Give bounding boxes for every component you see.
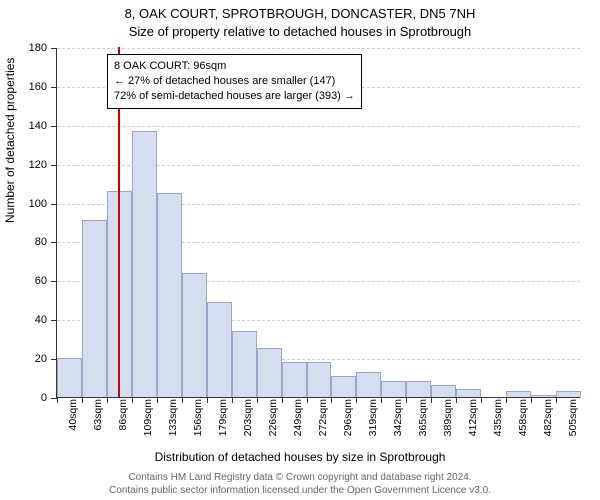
x-tick-label: 435sqm xyxy=(492,399,504,436)
x-tick-label: 342sqm xyxy=(392,399,404,436)
y-tick xyxy=(51,204,57,205)
x-tick xyxy=(406,397,407,403)
x-tick xyxy=(356,397,357,403)
x-tick xyxy=(132,397,133,403)
x-tick xyxy=(307,397,308,403)
chart-title-line1: 8, OAK COURT, SPROTBROUGH, DONCASTER, DN… xyxy=(0,6,600,21)
y-tick xyxy=(51,87,57,88)
x-tick-label: 133sqm xyxy=(167,399,179,436)
histogram-bar xyxy=(182,273,207,397)
histogram-bar xyxy=(381,381,406,397)
plot-area: 02040608010012014016018040sqm63sqm86sqm1… xyxy=(56,48,580,398)
x-tick-label: 156sqm xyxy=(192,399,204,436)
x-tick-label: 389sqm xyxy=(442,399,454,436)
histogram-bar xyxy=(132,131,157,397)
histogram-bar xyxy=(456,389,481,397)
x-tick-label: 226sqm xyxy=(267,399,279,436)
histogram-bar xyxy=(406,381,431,397)
x-tick-label: 86sqm xyxy=(117,399,129,431)
y-tick xyxy=(51,48,57,49)
annotation-line3: 72% of semi-detached houses are larger (… xyxy=(114,89,355,104)
annotation-line1: 8 OAK COURT: 96sqm xyxy=(114,59,355,74)
x-tick xyxy=(82,397,83,403)
y-tick xyxy=(51,126,57,127)
y-axis-label: Number of detached properties xyxy=(3,58,17,223)
histogram-bar xyxy=(431,385,456,397)
x-tick-label: 365sqm xyxy=(417,399,429,436)
histogram-bar xyxy=(356,372,381,397)
gridline xyxy=(57,48,580,49)
x-tick-label: 319sqm xyxy=(367,399,379,436)
histogram-bar xyxy=(257,348,282,397)
x-tick xyxy=(531,397,532,403)
y-tick-label: 180 xyxy=(29,42,47,54)
y-tick xyxy=(51,242,57,243)
x-tick xyxy=(257,397,258,403)
x-tick xyxy=(57,397,58,403)
y-tick-label: 160 xyxy=(29,81,47,93)
histogram-bar xyxy=(282,362,307,397)
x-tick xyxy=(157,397,158,403)
y-tick-label: 20 xyxy=(35,353,47,365)
y-tick-label: 40 xyxy=(35,314,47,326)
x-tick xyxy=(456,397,457,403)
histogram-bar xyxy=(556,391,581,397)
y-tick-label: 80 xyxy=(35,236,47,248)
histogram-bar xyxy=(82,220,107,397)
x-tick-label: 203sqm xyxy=(242,399,254,436)
histogram-bar xyxy=(307,362,332,397)
histogram-bar xyxy=(207,302,232,397)
chart-title-line2: Size of property relative to detached ho… xyxy=(0,24,600,39)
annotation-line2: ← 27% of detached houses are smaller (14… xyxy=(114,74,355,89)
chart-footer: Contains HM Land Registry data © Crown c… xyxy=(0,471,600,497)
x-tick xyxy=(506,397,507,403)
x-tick-label: 482sqm xyxy=(542,399,554,436)
x-tick-label: 40sqm xyxy=(67,399,79,431)
histogram-bar xyxy=(157,193,182,397)
x-tick-label: 412sqm xyxy=(467,399,479,436)
histogram-bar xyxy=(331,376,356,397)
histogram-bar xyxy=(57,358,82,397)
histogram-bar xyxy=(531,395,556,397)
y-tick xyxy=(51,281,57,282)
x-tick xyxy=(556,397,557,403)
y-tick-label: 0 xyxy=(41,392,47,404)
x-axis-label: Distribution of detached houses by size … xyxy=(0,450,600,464)
x-tick-label: 296sqm xyxy=(342,399,354,436)
gridline xyxy=(57,126,580,127)
x-tick xyxy=(431,397,432,403)
x-tick xyxy=(232,397,233,403)
x-tick xyxy=(107,397,108,403)
footer-line1: Contains HM Land Registry data © Crown c… xyxy=(0,471,600,484)
x-tick-label: 109sqm xyxy=(142,399,154,436)
y-tick-label: 140 xyxy=(29,120,47,132)
x-tick xyxy=(182,397,183,403)
x-tick xyxy=(282,397,283,403)
histogram-bar xyxy=(506,391,531,397)
y-tick xyxy=(51,320,57,321)
x-tick xyxy=(207,397,208,403)
x-tick-label: 458sqm xyxy=(517,399,529,436)
x-tick xyxy=(331,397,332,403)
x-tick-label: 179sqm xyxy=(217,399,229,436)
y-tick-label: 120 xyxy=(29,159,47,171)
footer-line2: Contains public sector information licen… xyxy=(0,484,600,497)
x-tick-label: 63sqm xyxy=(92,399,104,431)
y-tick-label: 100 xyxy=(29,198,47,210)
x-tick xyxy=(381,397,382,403)
x-tick xyxy=(481,397,482,403)
histogram-bar xyxy=(232,331,257,397)
y-tick xyxy=(51,165,57,166)
x-tick-label: 505sqm xyxy=(567,399,579,436)
y-tick-label: 60 xyxy=(35,275,47,287)
annotation-box: 8 OAK COURT: 96sqm ← 27% of detached hou… xyxy=(107,54,362,109)
x-tick-label: 272sqm xyxy=(317,399,329,436)
x-tick-label: 249sqm xyxy=(292,399,304,436)
